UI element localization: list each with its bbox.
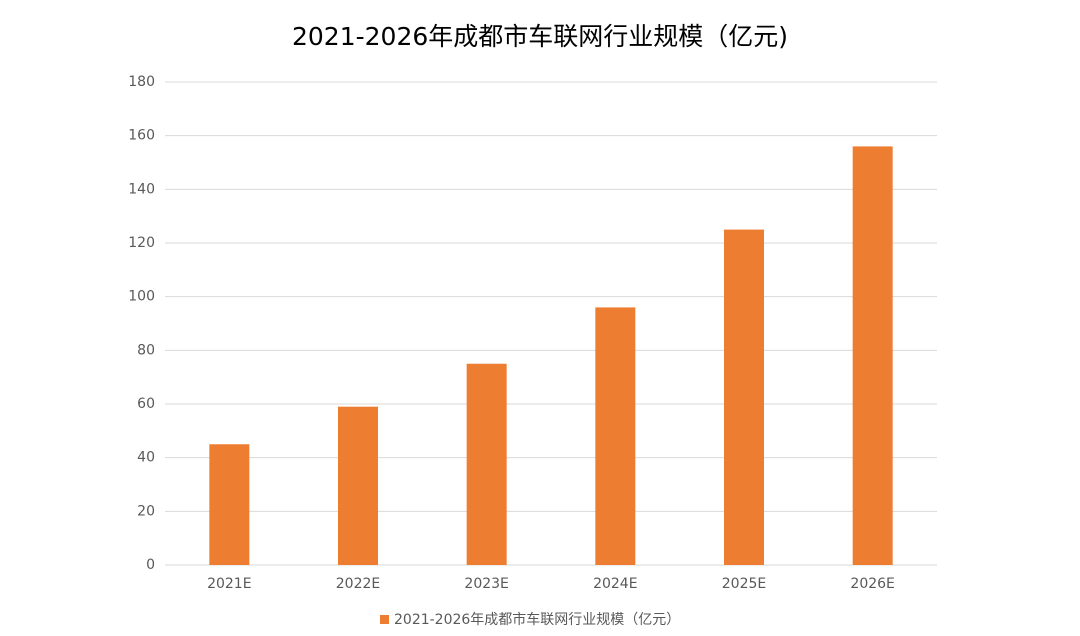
y-tick-label: 40 <box>137 450 155 466</box>
bar <box>595 307 636 565</box>
y-tick-label: 180 <box>128 74 155 90</box>
y-tick-label: 60 <box>137 396 155 412</box>
y-tick-label: 80 <box>137 342 155 358</box>
y-tick-label: 120 <box>128 235 155 251</box>
y-tick-label: 100 <box>128 289 155 305</box>
x-tick-label: 2021E <box>207 576 251 592</box>
x-tick-label: 2024E <box>593 576 637 592</box>
y-tick-label: 140 <box>128 181 155 197</box>
bar <box>338 406 378 565</box>
bar <box>724 229 764 566</box>
legend-label: 2021-2026年成都市车联网行业规模（亿元） <box>394 611 680 628</box>
bar <box>466 363 507 565</box>
y-tick-label: 0 <box>146 557 155 573</box>
bar <box>209 444 250 565</box>
x-tick-label: 2022E <box>336 576 380 592</box>
x-tick-label: 2026E <box>850 576 894 592</box>
x-tick-label: 2023E <box>464 576 508 592</box>
y-tick-label: 160 <box>128 128 155 144</box>
chart-title: 2021-2026年成都市车联网行业规模（亿元) <box>292 22 788 51</box>
x-tick-label: 2025E <box>722 576 766 592</box>
y-tick-label: 20 <box>137 503 155 519</box>
bar <box>852 146 893 565</box>
legend-swatch <box>380 615 389 624</box>
